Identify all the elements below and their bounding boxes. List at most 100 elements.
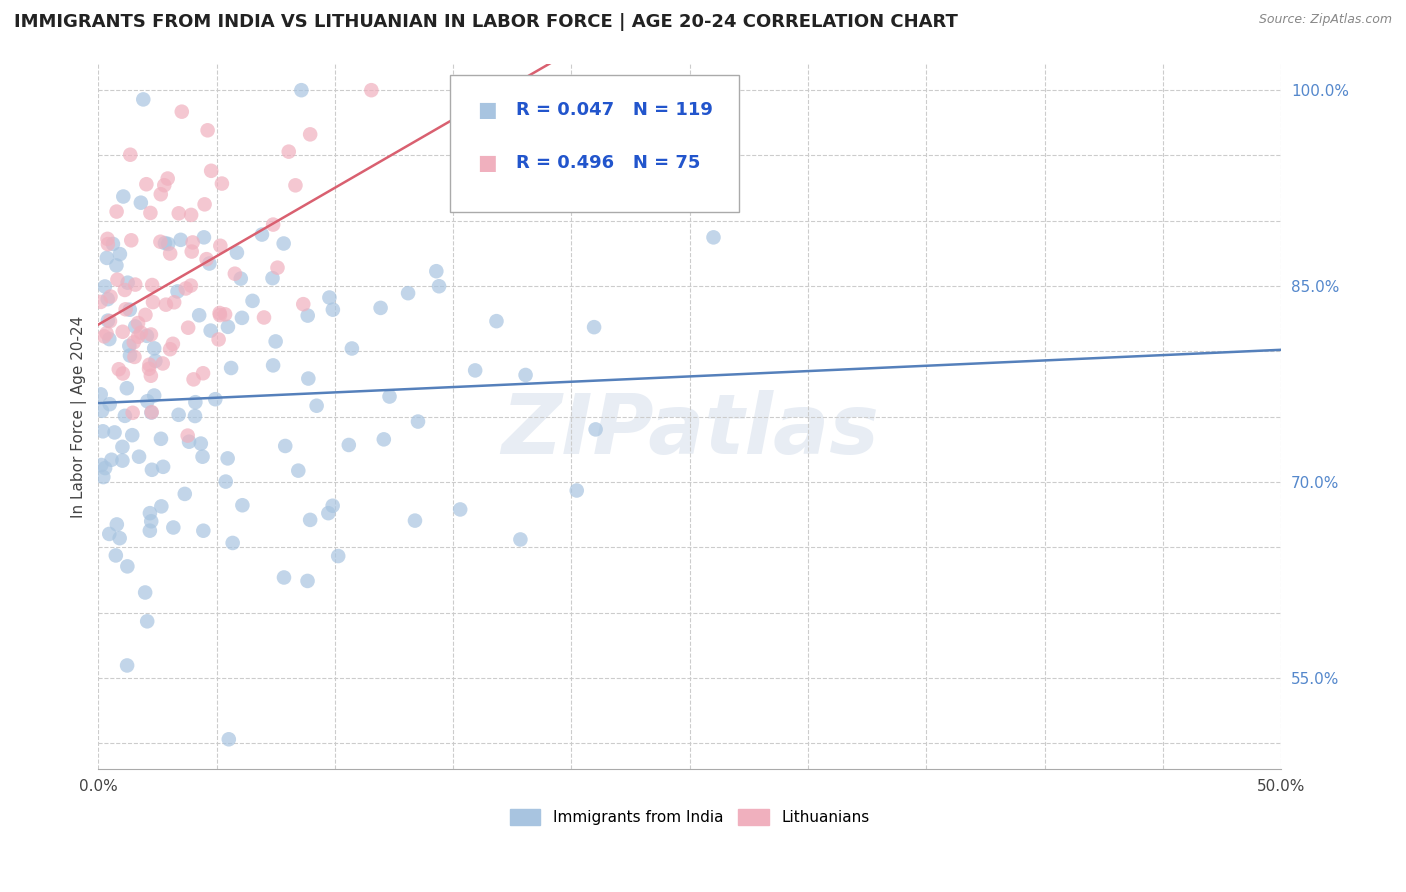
Point xyxy=(105,517,128,532)
Point xyxy=(101,236,124,251)
Point xyxy=(262,359,284,373)
Point xyxy=(114,409,136,423)
FancyBboxPatch shape xyxy=(450,75,740,212)
Point xyxy=(143,388,166,402)
Point xyxy=(322,302,344,317)
Point xyxy=(139,206,162,220)
Point xyxy=(162,336,184,351)
Point xyxy=(299,513,322,527)
Point xyxy=(229,271,252,285)
Point xyxy=(118,339,141,353)
Point xyxy=(297,574,319,588)
Point xyxy=(155,298,177,312)
Point xyxy=(124,319,146,334)
Point xyxy=(93,329,115,343)
Point xyxy=(156,171,179,186)
Point xyxy=(461,83,484,97)
Point xyxy=(170,104,193,119)
Point xyxy=(96,232,118,246)
Point xyxy=(170,233,193,247)
Point xyxy=(277,145,299,159)
Point xyxy=(191,450,214,464)
Point xyxy=(200,163,222,178)
Point xyxy=(217,319,239,334)
Point xyxy=(209,239,232,253)
Point xyxy=(427,279,450,293)
Point xyxy=(111,367,134,381)
Point xyxy=(173,487,195,501)
Point xyxy=(120,233,142,247)
Point xyxy=(150,500,173,514)
Point xyxy=(141,278,163,293)
Point xyxy=(142,295,165,310)
Point xyxy=(114,302,136,317)
Point xyxy=(200,324,222,338)
Point xyxy=(162,520,184,534)
Point xyxy=(124,277,146,292)
Point xyxy=(177,320,200,334)
Point xyxy=(488,83,510,97)
Point xyxy=(149,432,172,446)
Point xyxy=(305,399,328,413)
Point xyxy=(174,281,197,295)
Point xyxy=(322,499,344,513)
Point xyxy=(328,549,350,563)
Point xyxy=(117,276,139,290)
Point xyxy=(273,570,295,584)
Point xyxy=(585,422,607,436)
Point xyxy=(264,334,287,349)
Point xyxy=(115,658,138,673)
Point xyxy=(190,436,212,450)
Point xyxy=(124,350,146,364)
Point xyxy=(105,204,128,219)
Point xyxy=(139,368,162,383)
Point xyxy=(284,178,307,193)
Point xyxy=(90,294,112,309)
Point xyxy=(132,92,155,106)
Point xyxy=(208,306,231,320)
Point xyxy=(96,251,118,265)
Point xyxy=(183,372,205,386)
Point xyxy=(207,333,229,347)
Point xyxy=(177,434,200,449)
Point xyxy=(90,387,112,401)
Point xyxy=(274,439,297,453)
Point xyxy=(152,459,174,474)
Point xyxy=(167,206,190,220)
Point xyxy=(702,230,724,244)
Point xyxy=(218,732,240,747)
Point xyxy=(449,502,471,516)
Point xyxy=(231,498,253,512)
Text: Source: ZipAtlas.com: Source: ZipAtlas.com xyxy=(1258,13,1392,27)
Point xyxy=(139,327,162,342)
Point xyxy=(94,461,117,475)
Point xyxy=(135,178,157,192)
Point xyxy=(159,342,181,356)
Point xyxy=(219,361,242,376)
Point xyxy=(211,177,233,191)
Point xyxy=(396,286,419,301)
Point xyxy=(129,326,152,340)
Point xyxy=(191,366,214,380)
Point xyxy=(94,279,117,293)
Point xyxy=(100,452,122,467)
Text: R = 0.496   N = 75: R = 0.496 N = 75 xyxy=(516,153,700,172)
Text: R = 0.047   N = 119: R = 0.047 N = 119 xyxy=(516,101,713,119)
Point xyxy=(242,293,264,308)
Point xyxy=(406,415,429,429)
Point xyxy=(138,358,160,372)
Point xyxy=(360,83,382,97)
Point xyxy=(143,342,166,356)
Point xyxy=(287,464,309,478)
Text: ■: ■ xyxy=(477,153,496,173)
Point xyxy=(139,524,162,538)
Point xyxy=(425,264,447,278)
Text: ZIPatlas: ZIPatlas xyxy=(501,391,879,471)
Point xyxy=(90,458,112,472)
Text: IMMIGRANTS FROM INDIA VS LITHUANIAN IN LABOR FORCE | AGE 20-24 CORRELATION CHART: IMMIGRANTS FROM INDIA VS LITHUANIAN IN L… xyxy=(14,13,957,31)
Point xyxy=(141,514,163,528)
Point xyxy=(204,392,226,407)
Point xyxy=(91,404,114,418)
Point xyxy=(97,237,120,252)
Point xyxy=(214,307,236,321)
